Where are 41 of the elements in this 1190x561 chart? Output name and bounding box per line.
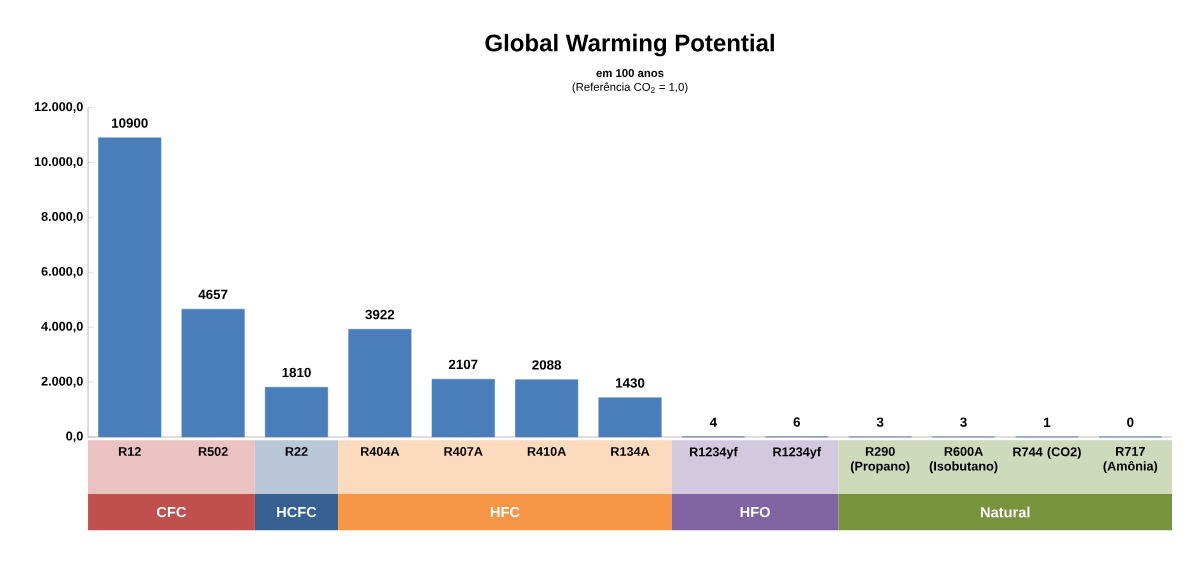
x-tick-label: R22 — [285, 447, 308, 456]
y-tick-label: 8.000,0 — [41, 212, 83, 223]
text: CFC — [156, 506, 187, 518]
x-tick-label: R410A — [527, 447, 567, 456]
x-tick-label: R502 — [198, 447, 228, 456]
data-label: 1 — [1044, 417, 1051, 427]
text: HCFC — [277, 506, 317, 518]
text: HFO — [740, 506, 770, 518]
x-tick-label: R1234yf — [689, 447, 738, 459]
data-label: 4 — [709, 417, 718, 427]
x-tick-label: R1234yf — [773, 447, 822, 459]
data-label: 2088 — [532, 360, 562, 370]
x-tick-label: R290 (Propano) — [850, 447, 910, 474]
x-tick-label: R404A — [361, 447, 400, 456]
x-tick-label: R744 (CO2) — [1013, 447, 1081, 459]
data-label: 6 — [793, 417, 801, 427]
data-label: 10900 — [112, 118, 148, 128]
data-label: 3 — [960, 417, 967, 427]
x-tick-label: R12 — [118, 447, 141, 456]
y-tick-label: 10.000,0 — [34, 157, 83, 168]
chart-subtitle: em 100 anos — [596, 69, 664, 78]
text: HFC — [490, 506, 520, 518]
x-tick-label: R600A (Isobutano) — [929, 447, 998, 474]
y-tick-label: 4.000,0 — [41, 321, 83, 333]
y-tick-label: 2.000,0 — [41, 376, 83, 388]
x-tick-label: R407A — [444, 447, 483, 456]
y-tick-label: 0,0 — [66, 431, 83, 443]
data-label: 1430 — [616, 378, 645, 388]
data-label: 2107 — [448, 359, 478, 370]
data-label: 1810 — [282, 367, 311, 378]
chart-title: Global Warming Potential — [485, 33, 774, 57]
data-label: 4657 — [198, 289, 228, 300]
y-tick-label: 12.000,0 — [34, 102, 83, 114]
data-label: 3922 — [365, 309, 395, 320]
text: (Referência CO$_{2}$ = 1,0) — [572, 82, 688, 94]
x-tick-label: R717 (Amônia) — [1103, 447, 1158, 474]
y-tick-label: 6.000,0 — [41, 266, 83, 278]
text: Natural — [980, 506, 1030, 518]
x-tick-label: R134A — [611, 447, 650, 457]
data-label: 0 — [1127, 417, 1134, 427]
data-label: 3 — [876, 417, 884, 427]
